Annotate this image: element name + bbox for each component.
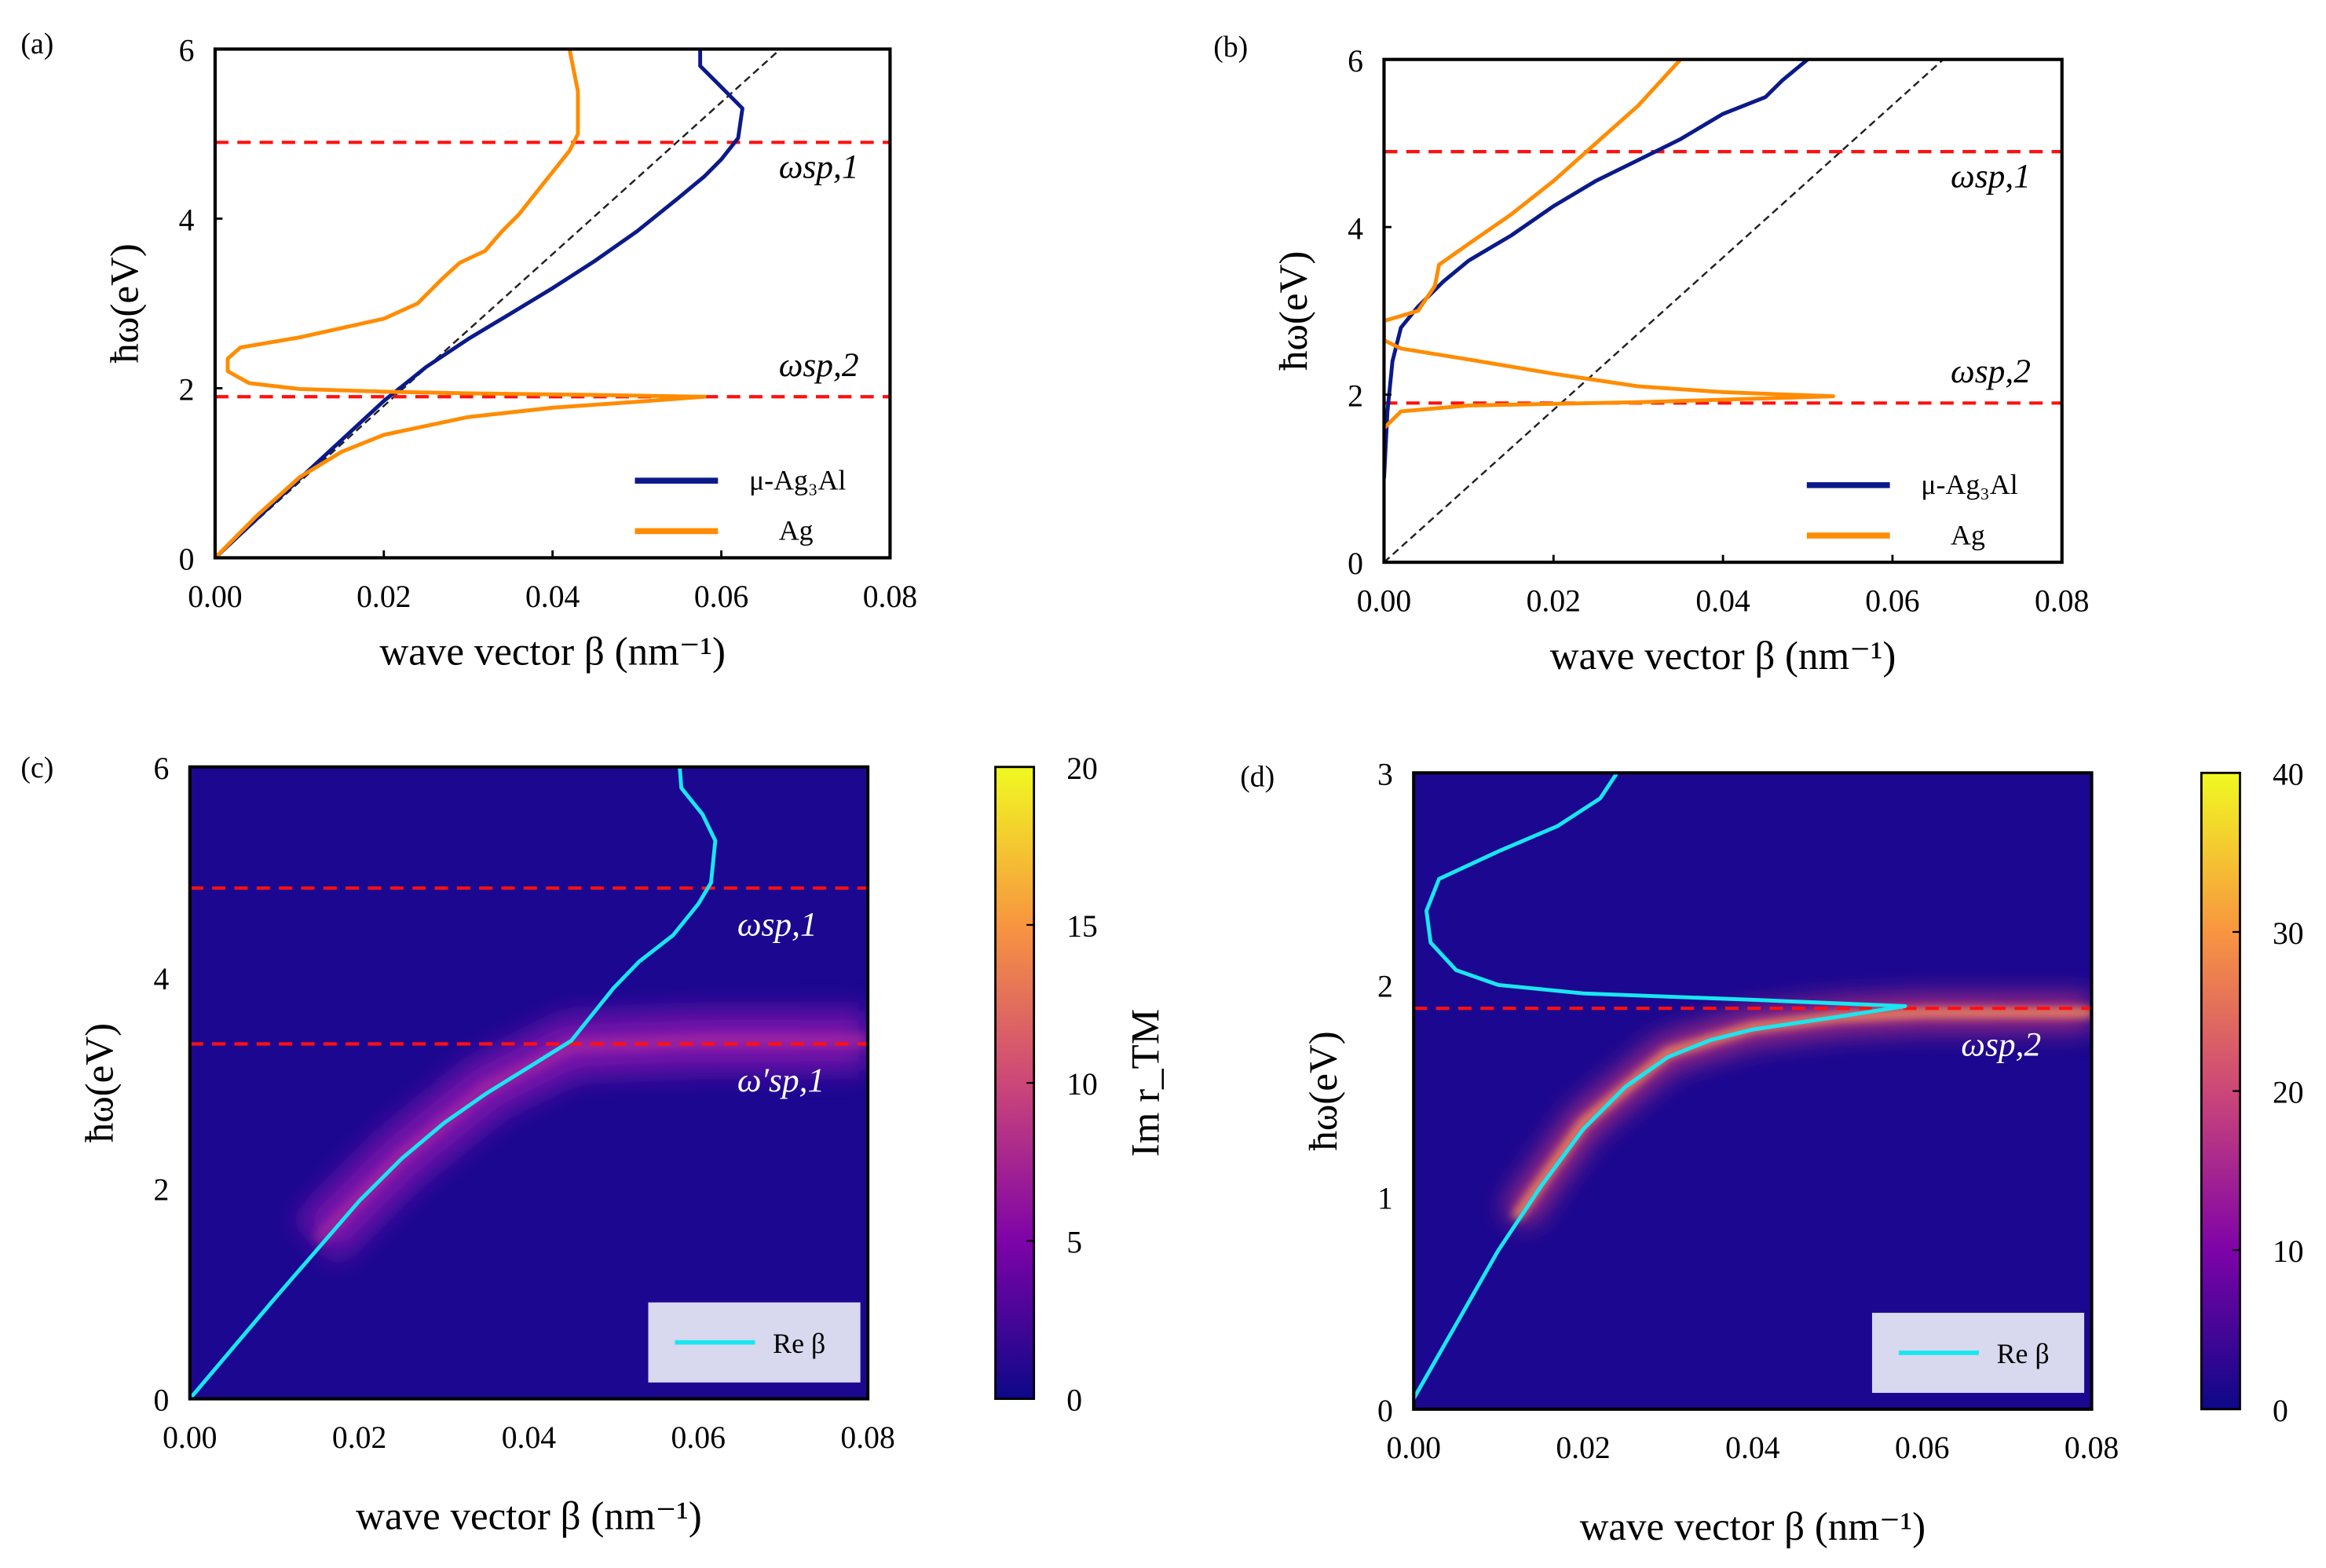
colorbar-tick-label: 0: [1066, 1383, 1082, 1418]
light-line: [1384, 59, 1944, 563]
colorbar-tick-label: 0: [2273, 1394, 2288, 1428]
x-tick-label: 0.02: [357, 579, 411, 614]
x-tick-label: 0.06: [1895, 1431, 1949, 1465]
hline-label: ω′sp,1: [737, 1062, 825, 1099]
y-tick-label: 4: [179, 203, 195, 238]
y-axis-label: ħω(eV): [1302, 1031, 1346, 1151]
x-tick-label: 0.04: [502, 1420, 557, 1455]
heatmap-resonance-core: [1511, 1007, 2092, 1222]
hline-label: ωsp,1: [1951, 157, 2031, 195]
y-tick-label: 6: [154, 751, 170, 786]
y-tick-label: 2: [154, 1172, 170, 1207]
light-line: [214, 49, 781, 558]
series-line-ag3al: [214, 49, 744, 558]
panel-d: (d) ωsp,2 0.00 0.02 0.04 0.06 0.08 0 1 2 3 wave vec…: [1240, 757, 2304, 1549]
series-line-re-beta: [189, 766, 718, 1399]
x-tick-label: 0.02: [1527, 583, 1581, 618]
y-tick-label: 0: [179, 543, 195, 577]
y-tick-label: 1: [1377, 1182, 1393, 1216]
x-tick-label: 0.06: [1865, 583, 1919, 618]
series-line-re-beta: [1414, 773, 1907, 1400]
series-line-ag3al: [1384, 59, 1809, 479]
y-tick-label: 3: [1377, 757, 1393, 791]
panel-label: (b): [1213, 31, 1248, 64]
plot-frame: [1412, 771, 2094, 1411]
heatmap-background: [1414, 773, 2092, 1409]
y-tick-label: 4: [1348, 211, 1363, 246]
x-tick-label: 0.08: [2065, 1431, 2119, 1465]
x-tick-label: 0.08: [840, 1420, 894, 1455]
y-tick-label: 0: [1348, 546, 1363, 581]
x-tick-label: 0.02: [1556, 1431, 1610, 1465]
y-tick-label: 6: [179, 34, 195, 68]
colorbar-tick-label: 10: [2273, 1234, 2304, 1269]
hline-label: ωsp,2: [1951, 353, 2031, 390]
colorbar-label: Im r_TM: [1124, 1009, 1168, 1157]
x-tick-label: 0.04: [1695, 583, 1750, 618]
series-line-ag: [1384, 59, 1835, 430]
y-tick-label: 0: [1377, 1394, 1393, 1428]
y-tick-label: 2: [179, 373, 195, 408]
colorbar-tick-label: 10: [1066, 1067, 1098, 1102]
legend-label: μ-Ag₃Al: [1921, 469, 2017, 500]
hline-label: ωsp,2: [1961, 1026, 2041, 1064]
hline-label: ωsp,2: [779, 346, 859, 384]
x-tick-label: 0.04: [1725, 1431, 1780, 1465]
hline-label: ωsp,1: [779, 148, 859, 186]
colorbar-tick-label: 20: [2273, 1076, 2304, 1110]
panel-c: (c) ωsp,1 ω′sp,1 0.00 0.02 0.04 0.06 0.08 0 2 4 6 wa…: [20, 751, 1168, 1539]
colorbar-tick-label: 30: [2273, 916, 2304, 951]
y-axis-label: ħω(eV): [1272, 251, 1316, 371]
legend-label: Ag: [779, 515, 814, 546]
panel-label: (d): [1240, 760, 1275, 793]
y-axis-label: ħω(eV): [104, 243, 148, 364]
colorbar-tick-label: 15: [1066, 909, 1098, 944]
panels: (a) ωsp,1 ωsp,2 0.00 0.02 0.04 0.06 0.08 0 2 4 6 wav…: [20, 27, 2304, 1549]
x-tick-label: 0.00: [188, 579, 242, 614]
plot-area: [189, 766, 869, 1399]
plot-frame: [188, 765, 870, 1401]
x-tick-label: 0.00: [1387, 1431, 1441, 1465]
x-tick-label: 0.00: [163, 1420, 217, 1455]
x-tick-label: 0.04: [525, 579, 580, 614]
panel-label: (a): [20, 27, 53, 60]
hline-label: ωsp,1: [737, 905, 817, 943]
y-tick-label: 6: [1348, 44, 1363, 79]
legend-label: Ag: [1951, 519, 1985, 550]
y-tick-label: 4: [154, 962, 170, 996]
panel-b: (b) ωsp,1 ωsp,2 0.00 0.02 0.04 0.06 0.08 0 2 4 6 wav…: [1213, 31, 2089, 678]
x-axis-label: wave vector β (nm⁻¹): [1550, 634, 1896, 678]
plot-area: [1414, 773, 2092, 1409]
panel-a: (a) ωsp,1 ωsp,2 0.00 0.02 0.04 0.06 0.08 0 2 4 6 wav…: [20, 27, 917, 674]
x-tick-label: 0.02: [332, 1420, 386, 1455]
legend-label: Re β: [773, 1328, 825, 1359]
legend-label: Re β: [1997, 1338, 2050, 1369]
plot-area: [1384, 59, 2062, 563]
x-tick-label: 0.08: [2035, 583, 2089, 618]
y-tick-label: 0: [154, 1383, 170, 1418]
x-tick-label: 0.06: [694, 579, 748, 614]
legend-label: μ-Ag₃Al: [749, 465, 846, 496]
x-axis-label: wave vector β (nm⁻¹): [356, 1495, 702, 1539]
y-tick-label: 2: [1348, 379, 1363, 414]
x-tick-label: 0.00: [1357, 583, 1411, 618]
y-axis-label: ħω(eV): [79, 1023, 123, 1143]
x-axis-label: wave vector β (nm⁻¹): [1580, 1505, 1926, 1549]
x-axis-label: wave vector β (nm⁻¹): [379, 630, 726, 674]
panel-label: (c): [20, 751, 53, 784]
x-tick-label: 0.08: [863, 579, 917, 614]
colorbar-tick-label: 5: [1066, 1225, 1082, 1259]
plot-area: [214, 49, 891, 558]
colorbar-tick-label: 40: [2273, 757, 2304, 791]
x-tick-label: 0.06: [671, 1420, 726, 1455]
series-line-ag: [214, 49, 707, 558]
y-tick-label: 2: [1377, 970, 1393, 1004]
colorbar-tick-label: 20: [1066, 751, 1098, 786]
